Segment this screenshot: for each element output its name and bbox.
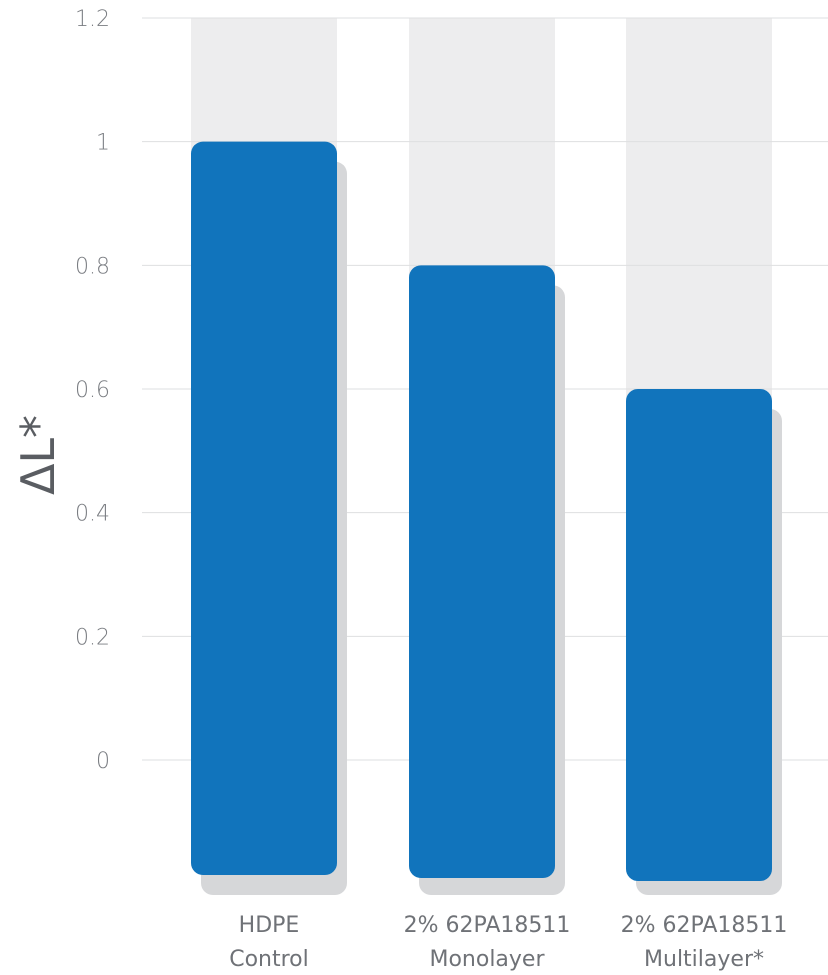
x-category-label: 2% 62PA18511 Multilayer* bbox=[621, 913, 788, 972]
bar bbox=[626, 389, 772, 881]
y-axis-title: ΔL* bbox=[11, 415, 65, 495]
bars bbox=[191, 141, 772, 881]
bar-background-tracks bbox=[191, 18, 772, 409]
y-axis-tick-labels: 0 0.2 0.4 0.6 0.8 1 1.2 bbox=[75, 7, 110, 774]
x-axis-category-labels: HDPE Control 2% 62PA18511 Monolayer 2% 62PA1… bbox=[229, 913, 787, 972]
bar-track bbox=[409, 18, 555, 286]
x-category-label: 2% 62PA18511 Monolayer bbox=[404, 913, 571, 972]
y-tick-label: 0 bbox=[96, 749, 110, 774]
y-tick-label: 1.2 bbox=[75, 7, 110, 32]
bar-track bbox=[626, 18, 772, 409]
y-tick-label: 0.8 bbox=[75, 254, 110, 279]
bar bbox=[409, 265, 555, 878]
y-tick-label: 0.2 bbox=[75, 625, 110, 650]
x-category-label: HDPE Control bbox=[229, 913, 309, 972]
bar bbox=[191, 141, 337, 875]
y-tick-label: 0.4 bbox=[75, 502, 110, 527]
y-tick-label: 1 bbox=[96, 131, 110, 156]
y-tick-label: 0.6 bbox=[75, 378, 110, 403]
bar-track bbox=[191, 18, 337, 162]
